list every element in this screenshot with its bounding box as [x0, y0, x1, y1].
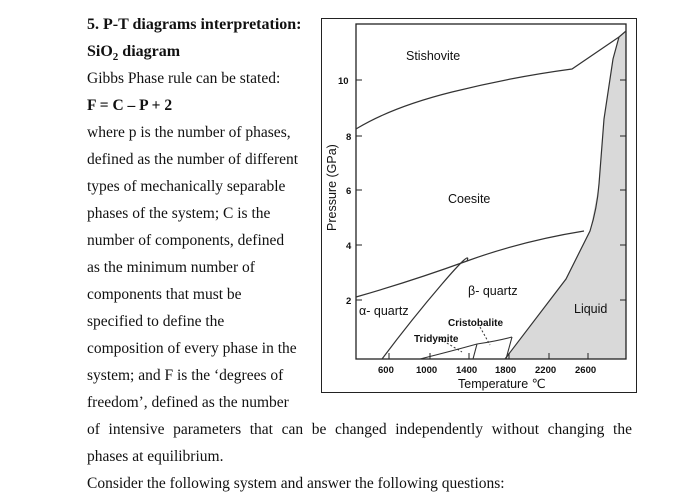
- y-tick-label: 2: [346, 296, 351, 307]
- text-line: phases of the system; C is the: [87, 205, 271, 222]
- liquid-region: [505, 31, 626, 359]
- cristobalite-label: Cristobalite: [448, 318, 503, 329]
- x-axis-title: Temperature ℃: [458, 377, 546, 391]
- x-tick-label: 1000: [416, 365, 437, 376]
- liquidus-boundary: [504, 30, 627, 360]
- text-line: composition of every phase in the: [87, 340, 297, 357]
- tridymite-label: Tridymite: [414, 334, 459, 345]
- paragraph-line: of intensive parameters that can be chan…: [87, 421, 632, 438]
- y-axis-title: Pressure (GPa): [325, 144, 339, 231]
- tridymite-boundary: [419, 343, 478, 360]
- x-tick-label: 2600: [575, 365, 596, 376]
- coesite-label: Coesite: [448, 192, 490, 206]
- y-tick-label: 4: [346, 241, 352, 252]
- text-line: number of components, defined: [87, 232, 285, 249]
- stishovite-coesite-boundary: [355, 36, 620, 130]
- phase-diagram-figure: 10 8 6 4 2 600 1000 1400 1800 2200 2600 …: [321, 18, 637, 393]
- cristobalite-vertical: [505, 336, 513, 360]
- formula: F = C – P + 2: [87, 97, 173, 114]
- x-tick-label: 1400: [456, 365, 477, 376]
- phase-diagram-svg: 10 8 6 4 2 600 1000 1400 1800 2200 2600 …: [325, 23, 627, 391]
- text-line: specified to define the: [87, 313, 225, 330]
- x-tick-label: 600: [378, 365, 394, 376]
- plot-frame: [355, 23, 627, 360]
- y-tick-label: 6: [346, 186, 351, 197]
- paragraph-line: Consider the following system and answer…: [87, 475, 505, 492]
- tridymite-leader: [439, 338, 463, 353]
- stishovite-label: Stishovite: [406, 49, 460, 63]
- alpha-beta-quartz-boundary: [381, 257, 469, 360]
- text-line: system; and F is the ‘degrees of: [87, 367, 284, 384]
- x-axis-ticks: [388, 353, 589, 359]
- x-tick-label: 2200: [535, 365, 556, 376]
- y-axis-ticks: [356, 79, 626, 301]
- y-tick-label: 10: [338, 76, 349, 87]
- text-line: types of mechanically separable: [87, 178, 286, 195]
- text-line: components that must be: [87, 286, 242, 303]
- text-line: freedom’, defined as the number: [87, 394, 289, 411]
- subheading: SiO2 diagram: [87, 43, 181, 64]
- text-line: defined as the number of different: [87, 151, 299, 168]
- y-tick-label: 8: [346, 132, 351, 143]
- alpha-quartz-label: α- quartz: [359, 304, 409, 318]
- heading: 5. P-T diagrams interpretation:: [87, 16, 302, 33]
- liquid-label: Liquid: [574, 302, 607, 316]
- x-tick-label: 1800: [495, 365, 516, 376]
- text-line: as the minimum number of: [87, 259, 255, 276]
- paragraph-line: phases at equilibrium.: [87, 448, 224, 465]
- text-line: where p is the number of phases,: [87, 124, 291, 141]
- tridymite-vertical: [472, 343, 478, 360]
- beta-quartz-label: β- quartz: [468, 284, 518, 298]
- text-line: Gibbs Phase rule can be stated:: [87, 70, 281, 87]
- cristobalite-leader: [479, 326, 491, 346]
- cristobalite-boundary: [476, 336, 513, 345]
